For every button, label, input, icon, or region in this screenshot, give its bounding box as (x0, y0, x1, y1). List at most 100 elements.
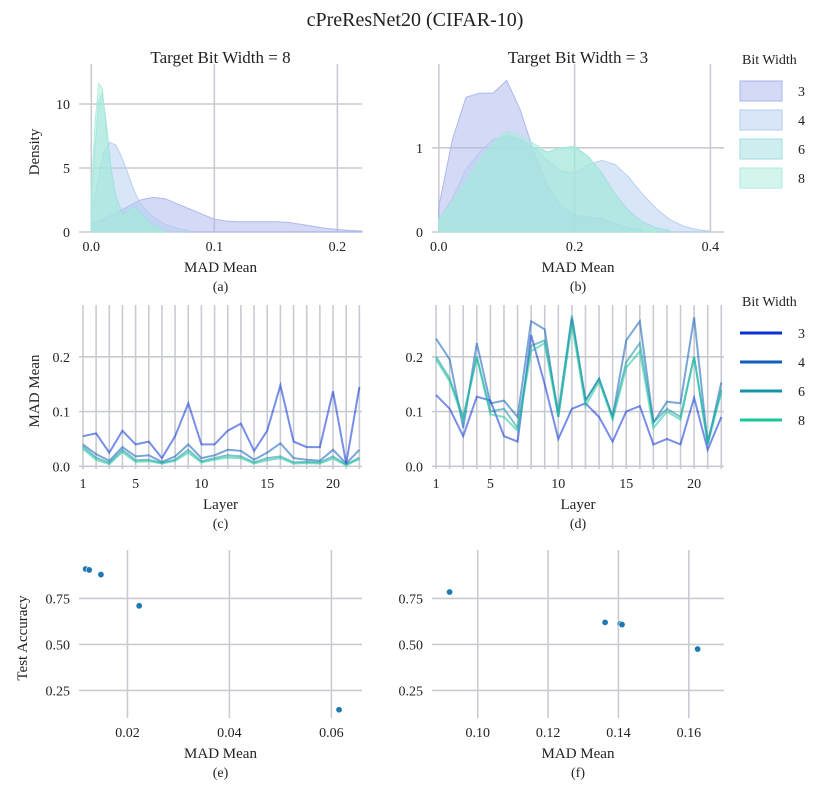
x-tick-label: 0.0 (430, 240, 448, 255)
scatter-point (601, 618, 609, 626)
legend-density: Bit Width 3 4 6 8 (739, 53, 805, 189)
panel-label: (c) (213, 517, 229, 532)
x-tick-label: 1 (79, 477, 86, 492)
y-tick-label: 0.1 (406, 406, 424, 421)
scatter-point (85, 566, 93, 574)
panel-b: 0.0 0.2 0.4 0 1 MAD Mean (b) Target Bit Width =… (416, 48, 724, 295)
x-tick-label: 10 (551, 477, 565, 492)
panel-e: 0.02 0.04 0.06 0.25 0.50 0.75 MAD Mean Test Acc… (15, 550, 362, 781)
x-tick-label: 0.12 (536, 726, 561, 741)
panel-a: 0.0 0.1 0.2 0 5 10 MAD Mean Density (a) Target Bi… (27, 48, 363, 295)
y-tick-label: 0 (416, 226, 423, 241)
scatter-point (446, 588, 454, 596)
x-tick-label: 0.2 (329, 240, 347, 255)
density-area-bits-8 (90, 82, 166, 233)
y-tick-label: 0.1 (53, 406, 71, 421)
y-tick-label: 0.75 (46, 592, 71, 607)
x-axis-label: MAD Mean (184, 746, 257, 762)
y-tick-label: 0.0 (53, 460, 71, 475)
legend-line: Bit Width 3 4 6 8 (740, 295, 805, 429)
scatter-point (97, 571, 105, 579)
y-tick-label: 1 (416, 142, 423, 157)
legend-label: 6 (798, 143, 805, 158)
legend-title: Bit Width (742, 295, 797, 310)
y-tick-label: 0.2 (406, 351, 424, 366)
legend-label: 3 (798, 85, 805, 100)
x-tick-label: 0.06 (319, 726, 344, 741)
legend-swatch (739, 109, 783, 131)
y-tick-label: 0.25 (46, 684, 71, 699)
x-tick-label: 0.2 (566, 240, 584, 255)
y-axis-label: Test Accuracy (15, 595, 31, 681)
x-tick-label: 15 (619, 477, 633, 492)
legend-label: 8 (798, 172, 805, 187)
line-series-bits-3 (82, 381, 361, 464)
y-tick-label: 5 (63, 162, 70, 177)
y-tick-label: 0.50 (46, 638, 71, 653)
legend-label: 4 (798, 114, 805, 129)
subplot-title: Target Bit Width = 3 (508, 48, 648, 67)
x-axis-label: MAD Mean (542, 746, 615, 762)
legend-swatch (739, 80, 783, 102)
panel-label: (e) (213, 766, 229, 781)
x-tick-label: 0.10 (465, 726, 490, 741)
x-tick-label: 20 (687, 477, 701, 492)
scatter-point (135, 602, 143, 610)
x-tick-label: 0.0 (83, 240, 101, 255)
scatter-point (335, 706, 343, 714)
x-tick-label: 0.4 (702, 240, 720, 255)
legends: Bit Width 3 4 6 8 Bit Width 3 4 6 8 (739, 53, 805, 429)
legend-label: 3 (798, 327, 805, 342)
x-tick-label: 0.1 (206, 240, 224, 255)
x-tick-label: 10 (194, 477, 208, 492)
scatter-point (618, 621, 626, 629)
x-tick-label: 0.16 (677, 726, 702, 741)
y-tick-label: 10 (56, 98, 70, 113)
x-tick-label: 0.04 (217, 726, 242, 741)
legend-swatch (739, 167, 783, 189)
legend-swatch (739, 138, 783, 160)
x-tick-label: 0.02 (115, 726, 140, 741)
panel-label: (a) (213, 280, 229, 295)
x-axis-label: Layer (561, 497, 596, 513)
line-series-bits-6 (82, 445, 360, 466)
x-axis-label: MAD Mean (542, 260, 615, 276)
x-tick-label: 0.14 (606, 726, 631, 741)
panel-label: (d) (570, 517, 587, 532)
y-tick-label: 0.50 (399, 638, 424, 653)
line-series-bits-4 (82, 441, 361, 465)
density-area-bits-8 (438, 130, 657, 233)
panel-label: (f) (571, 766, 585, 781)
x-tick-label: 20 (326, 477, 340, 492)
scatter-point (694, 645, 702, 653)
x-tick-label: 5 (132, 477, 139, 492)
y-axis-label: Density (27, 128, 43, 175)
legend-label: 8 (798, 414, 805, 429)
y-tick-label: 0.25 (399, 684, 424, 699)
panel-f: 0.10 0.12 0.14 0.16 0.25 0.50 0.75 MAD Mean (f) (399, 550, 724, 781)
x-tick-label: 5 (487, 477, 494, 492)
subplot-title: Target Bit Width = 8 (150, 48, 290, 67)
y-axis-label: MAD Mean (27, 354, 43, 427)
y-tick-label: 0.2 (53, 351, 71, 366)
x-tick-label: 1 (433, 477, 440, 492)
x-tick-label: 15 (260, 477, 274, 492)
legend-label: 6 (798, 385, 805, 400)
y-tick-label: 0.0 (406, 460, 424, 475)
x-axis-label: MAD Mean (184, 260, 257, 276)
line-series-bits-8 (435, 323, 723, 445)
line-series-bits-4 (435, 317, 723, 445)
line-series-bits-3 (435, 334, 723, 453)
line-series-bits-8 (82, 447, 360, 467)
x-axis-label: Layer (203, 497, 238, 513)
figure-title: cPreResNet20 (CIFAR-10) (307, 9, 524, 31)
y-tick-label: 0.75 (399, 592, 424, 607)
y-tick-label: 0 (63, 226, 70, 241)
legend-label: 4 (798, 356, 805, 371)
panel-label: (b) (570, 280, 587, 295)
line-series-bits-6 (435, 315, 723, 442)
